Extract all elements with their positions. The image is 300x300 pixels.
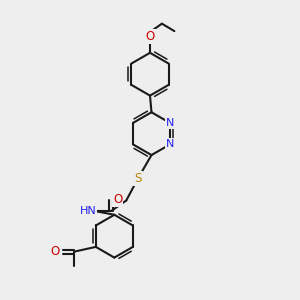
Text: O: O	[146, 30, 154, 43]
Text: O: O	[113, 193, 122, 206]
Text: N: N	[166, 118, 174, 128]
Text: O: O	[50, 245, 59, 258]
Text: HN: HN	[80, 206, 97, 216]
Text: S: S	[134, 172, 142, 185]
Text: N: N	[166, 140, 174, 149]
